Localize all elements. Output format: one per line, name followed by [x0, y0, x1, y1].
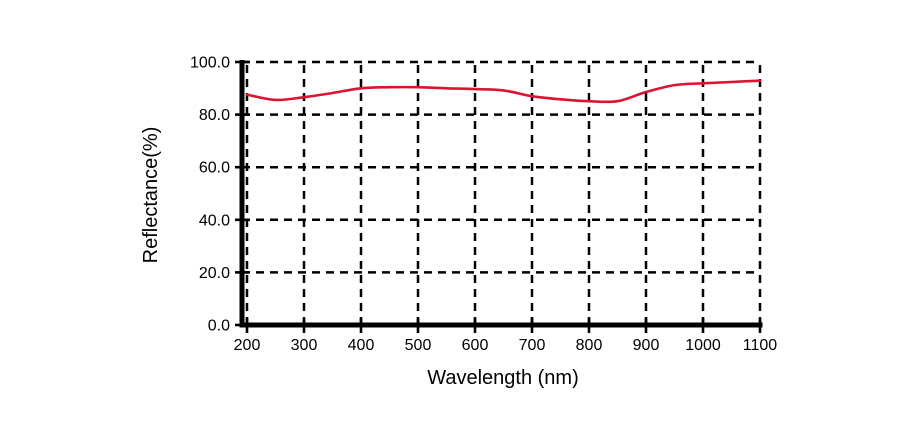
y-tick-label: 40.0 [199, 212, 230, 229]
x-tick-label: 200 [234, 337, 261, 354]
y-tick-label: 0.0 [208, 318, 230, 335]
x-tick-label: 700 [519, 337, 546, 354]
axis-ticks [235, 60, 762, 333]
x-tick-label: 1000 [685, 337, 721, 354]
y-tick-label: 80.0 [199, 107, 230, 124]
y-tick-label: 60.0 [199, 160, 230, 177]
tick-labels: 0.0 20.0 40.0 60.0 80.0 100.0 200 300 400 500 600 7… [190, 55, 777, 355]
x-tick-label: 500 [405, 337, 432, 354]
x-tick-label: 300 [291, 337, 318, 354]
y-axis-title: Reflectance(%) [140, 127, 162, 264]
y-tick-label: 100.0 [190, 55, 230, 72]
x-tick-label: 800 [576, 337, 603, 354]
x-tick-label: 1100 [743, 337, 778, 354]
x-tick-label: 400 [348, 337, 375, 354]
x-tick-label: 900 [633, 337, 660, 354]
x-tick-label: 600 [462, 337, 489, 354]
axes [239, 60, 763, 328]
reflectance-line [245, 79, 762, 104]
gridlines [242, 60, 762, 325]
x-axis-title: Wavelength (nm) [427, 367, 579, 389]
y-tick-label: 20.0 [199, 265, 230, 282]
